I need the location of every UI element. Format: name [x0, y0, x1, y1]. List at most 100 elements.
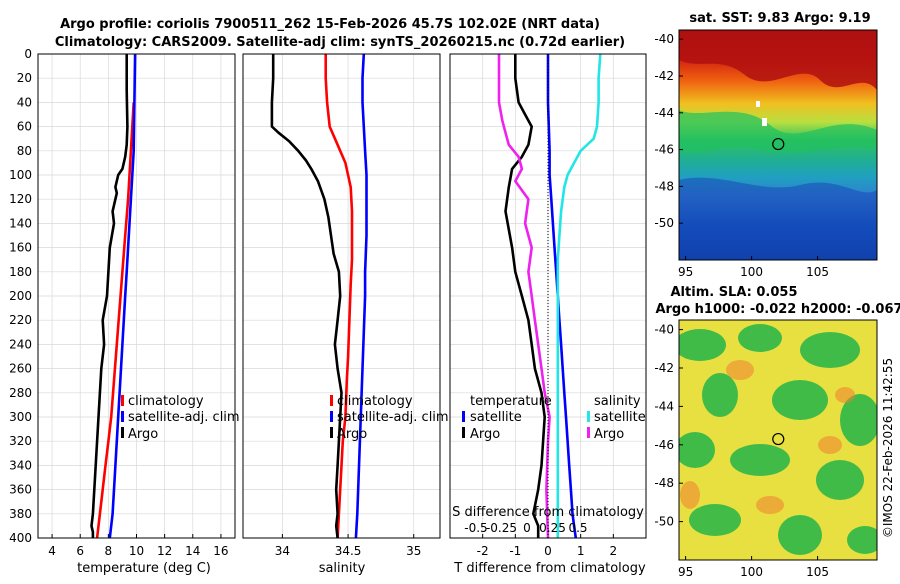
series-line-s-argo — [497, 54, 551, 539]
y-tick-label: 260 — [9, 362, 32, 376]
y-tick-label: 280 — [9, 386, 32, 400]
y-tick-label: 160 — [9, 241, 32, 255]
x-tick-label: 2 — [610, 544, 618, 558]
sst-argo-location-marker — [772, 137, 785, 151]
x-tick-label: 4 — [48, 544, 56, 558]
series-line-satellite-adj-clim — [108, 53, 137, 539]
sst-missing-pixel — [762, 118, 767, 126]
y-tick-label: 180 — [9, 265, 32, 279]
legend-label-climatology: climatology — [337, 394, 413, 409]
y-tick-label: 340 — [9, 458, 32, 472]
series-line-climatology — [95, 102, 135, 539]
temperature-profile-panel: 4 6 8 10 12 14 1602040608010012014016018020022… — [9, 47, 236, 558]
legend-swatch-t-argo — [462, 427, 465, 438]
legend-swatch-argo — [121, 427, 124, 438]
legend-label-argo: Argo — [337, 427, 367, 442]
plot-frame — [37, 53, 236, 539]
x-tick-label: 12 — [157, 544, 172, 558]
imos-timestamp: ©IMOS 22-Feb-2026 11:42:55 — [881, 358, 895, 538]
y-tick-label: 60 — [17, 120, 32, 134]
y-tick-label: 0 — [24, 47, 32, 61]
plot-frame — [242, 53, 441, 539]
series-line-climatology — [324, 54, 354, 539]
legend-swatch-s-argo — [587, 427, 590, 438]
map-y-tick-label: -46 — [654, 438, 674, 452]
legend-label-s-satellite: satellite — [594, 410, 646, 425]
s-difference-tick-label: -0.25 — [486, 521, 517, 535]
sla-map-frame — [678, 319, 878, 561]
legend-swatch-climatology — [121, 395, 124, 406]
figure-title-line1: Argo profile: coriolis 7900511_262 15-Fe… — [60, 17, 600, 32]
sst-map-ticks: 95 100 105 -40 -42 -44 -46 -48 -50 — [654, 32, 829, 279]
sla-high-anomalies — [680, 360, 855, 514]
map-y-tick-label: -48 — [654, 476, 674, 490]
y-tick-label: 40 — [17, 95, 32, 109]
sst-front-band — [679, 110, 877, 153]
map-x-tick-label: 95 — [678, 265, 693, 279]
map-x-tick-label: 100 — [740, 265, 763, 279]
x-tick-label: 35 — [406, 544, 421, 558]
s-difference-xlabel: S difference from climatology — [452, 505, 644, 520]
sst-cold-band — [679, 177, 877, 260]
sla-map-subtitle: Argo h1000: -0.022 h2000: -0.067 — [655, 302, 900, 317]
legend-label-argo: Argo — [128, 427, 158, 442]
legend-title-temperature: temperature — [470, 394, 552, 409]
x-tick-label: 14 — [185, 544, 200, 558]
series-line-t-satellite — [546, 54, 578, 539]
legend-label-climatology: climatology — [128, 394, 204, 409]
x-tick-label: 10 — [129, 544, 144, 558]
x-tick-label: -2 — [477, 544, 489, 558]
salinity-legend: climatology satellite-adj. clim Argo — [330, 394, 449, 442]
x-tick-label: 1 — [577, 544, 585, 558]
sla-map-title: Altim. SLA: 0.055 — [671, 285, 798, 300]
series-line-argo — [270, 54, 343, 539]
legend-label-t-argo: Argo — [470, 427, 500, 442]
sla-low-anomalies — [679, 324, 877, 555]
legend-swatch-satellite-adj — [121, 411, 124, 422]
y-tick-label: 380 — [9, 507, 32, 521]
difference-legend: temperature satellite Argo salinity sate… — [462, 394, 646, 442]
series-line-s-satellite — [556, 53, 602, 538]
legend-swatch-s-satellite — [587, 411, 590, 422]
y-tick-label: 20 — [17, 71, 32, 85]
legend-swatch-t-satellite — [462, 411, 465, 422]
legend-swatch-climatology — [330, 395, 333, 406]
x-tick-label: 0 — [544, 544, 552, 558]
sla-map: 95 100 105 -40 -42 -44 -46 -48 -50 — [654, 319, 878, 579]
map-y-tick-label: -48 — [654, 179, 674, 193]
map-y-tick-label: -46 — [654, 143, 674, 157]
map-y-tick-label: -40 — [654, 323, 674, 337]
s-difference-tick-label: 0.5 — [568, 521, 587, 535]
x-tick-label: 16 — [213, 544, 228, 558]
figure-title-line2: Climatology: CARS2009. Satellite-adj cli… — [55, 35, 625, 50]
x-tick-label: -1 — [509, 544, 521, 558]
y-tick-label: 300 — [9, 410, 32, 424]
sla-argo-location-marker — [772, 432, 785, 446]
difference-profile-panel: -2 -1 0 1 2-0.5-0.25 0 0.25 0.5 — [449, 53, 647, 558]
salinity-profile-panel: 34 34.5 35 — [242, 53, 441, 558]
sst-map: 95 100 105 -40 -42 -44 -46 -48 -50 — [654, 29, 878, 279]
map-y-tick-label: -40 — [654, 32, 674, 46]
map-x-tick-label: 100 — [740, 565, 763, 579]
legend-title-salinity: salinity — [594, 394, 641, 409]
sst-warm-band — [679, 30, 877, 90]
x-tick-label: 34.5 — [335, 544, 362, 558]
legend-swatch-satellite-adj — [330, 411, 333, 422]
s-difference-tick-label: 0.25 — [539, 521, 566, 535]
map-x-tick-label: 105 — [806, 565, 829, 579]
y-tick-label: 360 — [9, 483, 32, 497]
y-tick-label: 80 — [17, 144, 32, 158]
y-tick-label: 240 — [9, 337, 32, 351]
temperature-legend: climatology satellite-adj. clim Argo — [121, 394, 240, 442]
salinity-xlabel: salinity — [319, 561, 366, 576]
y-tick-label: 200 — [9, 289, 32, 303]
y-tick-label: 320 — [9, 434, 32, 448]
legend-label-t-satellite: satellite — [470, 410, 522, 425]
sla-map-ticks: 95 100 105 -40 -42 -44 -46 -48 -50 — [654, 323, 829, 579]
legend-label-satellite-adj: satellite-adj. clim — [128, 410, 240, 425]
map-y-tick-label: -50 — [654, 515, 674, 529]
legend-label-s-argo: Argo — [594, 427, 624, 442]
sst-map-frame — [678, 29, 878, 261]
map-y-tick-label: -50 — [654, 216, 674, 230]
series-line-argo — [90, 54, 129, 538]
